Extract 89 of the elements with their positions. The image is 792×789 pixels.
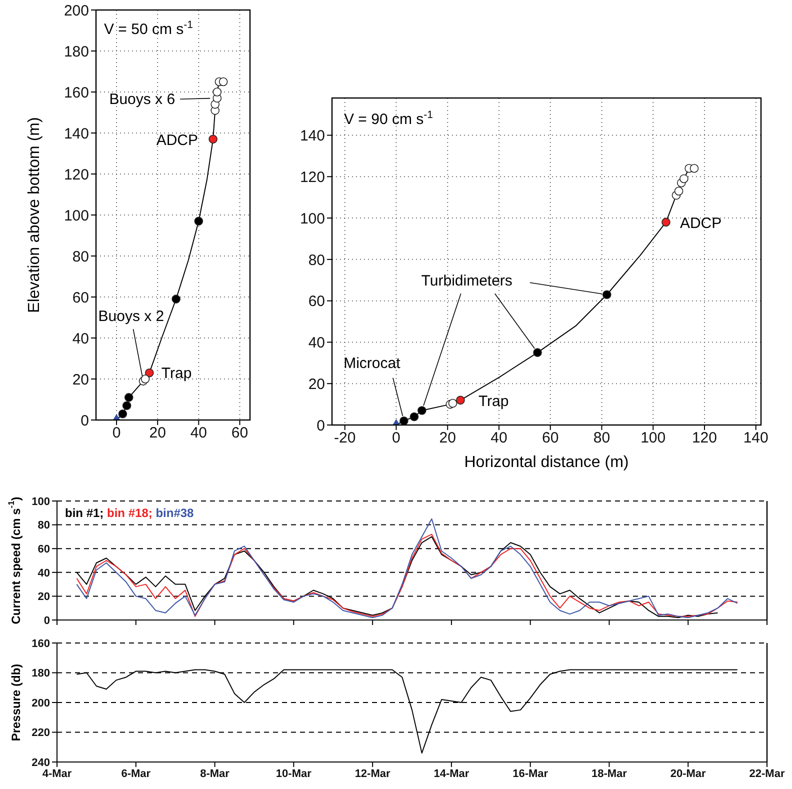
- point: [122, 401, 132, 410]
- y-tick-label: 180: [32, 668, 50, 680]
- y-tick-label: 0: [80, 412, 89, 430]
- y-tick-label: 120: [64, 166, 89, 184]
- y-tick-label: 20: [308, 376, 325, 393]
- y-tick-label: 20: [72, 371, 89, 388]
- y-tick-label: 80: [72, 248, 89, 266]
- point: [418, 406, 426, 415]
- y-axis-title: Pressure (db): [9, 664, 23, 742]
- line-series: [76, 518, 738, 618]
- x-tick-label: 10-Mar: [276, 768, 312, 780]
- y-tick-label: 160: [64, 84, 89, 102]
- x-tick-label: 20-Mar: [670, 768, 707, 780]
- annotation: V = 90 cm s$^{-1}$: [344, 109, 434, 128]
- text: bin #18;: [107, 506, 156, 520]
- text: bin#38: [156, 506, 194, 520]
- x-tick-label: 20: [439, 430, 456, 447]
- text: bin #1;: [65, 506, 108, 520]
- x-tick-label: 0: [392, 430, 400, 447]
- y-axis-title: Elevation above bottom (m): [26, 117, 42, 313]
- annotation: ADCP: [680, 215, 722, 232]
- point: [602, 290, 612, 300]
- x-tick-label: 120: [692, 430, 717, 447]
- y-tick-label: 80: [308, 252, 325, 269]
- annotation: Microcat: [344, 354, 402, 372]
- y-tick-label: 120: [300, 168, 325, 186]
- point: [674, 186, 684, 196]
- x-tick-label: 18-Mar: [591, 768, 628, 780]
- point: [448, 398, 458, 408]
- point: [172, 294, 180, 304]
- y-tick-label: 200: [32, 697, 50, 710]
- y-tick-label: 240: [32, 756, 50, 769]
- annotation: Buoys x 6: [109, 91, 176, 108]
- y-tick-label: 140: [300, 128, 325, 145]
- point: [144, 368, 154, 378]
- x-tick-label: 40: [490, 430, 508, 447]
- y-tick-label: 100: [64, 207, 89, 224]
- point: [680, 174, 688, 184]
- point: [456, 396, 465, 405]
- x-tick-label: 4-Mar: [42, 768, 72, 780]
- x-tick-label: 16-Mar: [512, 768, 549, 780]
- y-tick-label: 220: [32, 727, 50, 740]
- y-tick-label: 60: [308, 293, 325, 310]
- point: [218, 77, 228, 86]
- annotation: Trap: [161, 364, 192, 382]
- y-tick-label: 140: [64, 125, 89, 142]
- x-tick-label: -20: [334, 430, 356, 447]
- y-tick-label: 40: [38, 567, 50, 580]
- y-tick-label: 0: [44, 614, 50, 627]
- x-tick-label: 8-Mar: [200, 768, 230, 780]
- y-tick-label: 200: [64, 2, 89, 20]
- point: [662, 218, 670, 227]
- point: [124, 393, 134, 402]
- y-tick-label: 80: [38, 520, 50, 532]
- annotation: Trap: [478, 393, 509, 410]
- annotation: Buoys x 2: [98, 308, 164, 326]
- point: [208, 134, 218, 144]
- annotation: ADCP: [156, 132, 198, 150]
- x-tick-label: 140: [743, 430, 768, 447]
- x-tick-label: 80: [593, 430, 610, 447]
- x-tick-label: 60: [231, 424, 248, 442]
- x-tick-label: 0: [112, 424, 121, 442]
- y-tick-label: 60: [72, 289, 89, 306]
- x-tick-label: 6-Mar: [121, 768, 152, 780]
- y-tick-label: 100: [300, 210, 325, 228]
- x-tick-label: 40: [190, 424, 208, 442]
- x-tick-label: 14-Mar: [434, 768, 470, 780]
- y-tick-label: 20: [38, 591, 50, 604]
- point: [690, 164, 699, 173]
- y-tick-label: 180: [64, 43, 89, 60]
- x-tick-label: 20: [149, 424, 166, 442]
- x-axis-title: Horizontal distance (m): [464, 454, 629, 471]
- y-tick-label: 40: [308, 334, 325, 352]
- point: [400, 416, 408, 425]
- point: [194, 216, 204, 226]
- x-tick-label: 100: [640, 430, 666, 447]
- annotation: V = 50 cm s$^{-1}$: [104, 19, 194, 38]
- y-tick-label: 100: [32, 496, 50, 508]
- point: [410, 412, 419, 422]
- point: [212, 88, 222, 96]
- y-tick-label: 40: [72, 330, 89, 348]
- annotation: Turbidimeters: [421, 272, 512, 290]
- x-tick-label: 22-Mar: [749, 768, 786, 780]
- point: [118, 409, 128, 418]
- x-tick-label: 12-Mar: [354, 768, 391, 780]
- y-tick-label: 160: [32, 638, 50, 650]
- point: [533, 348, 542, 357]
- x-tick-label: 60: [542, 430, 559, 447]
- y-tick-label: 60: [38, 544, 50, 556]
